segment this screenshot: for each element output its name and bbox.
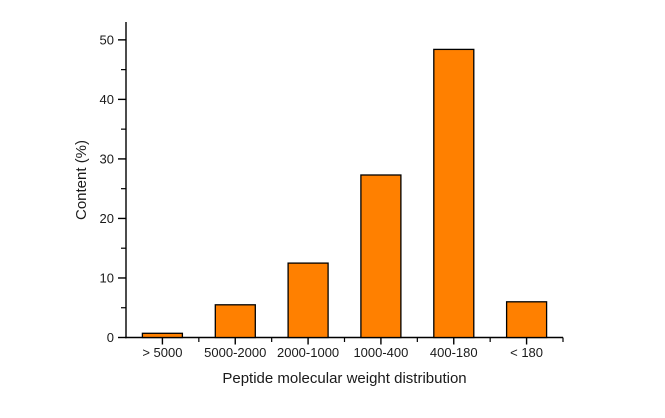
x-axis-title: Peptide molecular weight distribution <box>222 370 466 387</box>
x-tick-label: > 5000 <box>142 345 182 360</box>
y-tick-label: 40 <box>100 92 114 107</box>
x-tick-label: 400-180 <box>430 345 478 360</box>
x-tick-label: 5000-2000 <box>204 345 266 360</box>
bar <box>287 262 329 339</box>
y-tick-label: 20 <box>100 211 114 226</box>
x-ticks-group: > 5000 5000-2000 2000-1000 1000-400 400-180 <… <box>142 337 564 360</box>
bars-group <box>141 48 548 339</box>
y-ticks-group: 0 10 20 30 40 50 <box>100 32 126 345</box>
x-tick-label: 2000-1000 <box>277 345 339 360</box>
bar <box>141 332 184 339</box>
y-tick-label: 30 <box>100 151 114 166</box>
bar <box>360 174 402 339</box>
bar <box>214 304 256 339</box>
y-tick-label: 50 <box>100 32 114 47</box>
bar <box>505 301 548 339</box>
bar <box>433 48 475 339</box>
x-tick-label: 1000-400 <box>353 345 408 360</box>
y-axis-title: Content (%) <box>73 140 90 220</box>
x-tick-label: < 180 <box>510 345 543 360</box>
y-tick-label: 0 <box>107 330 114 345</box>
y-tick-label: 10 <box>100 270 114 285</box>
